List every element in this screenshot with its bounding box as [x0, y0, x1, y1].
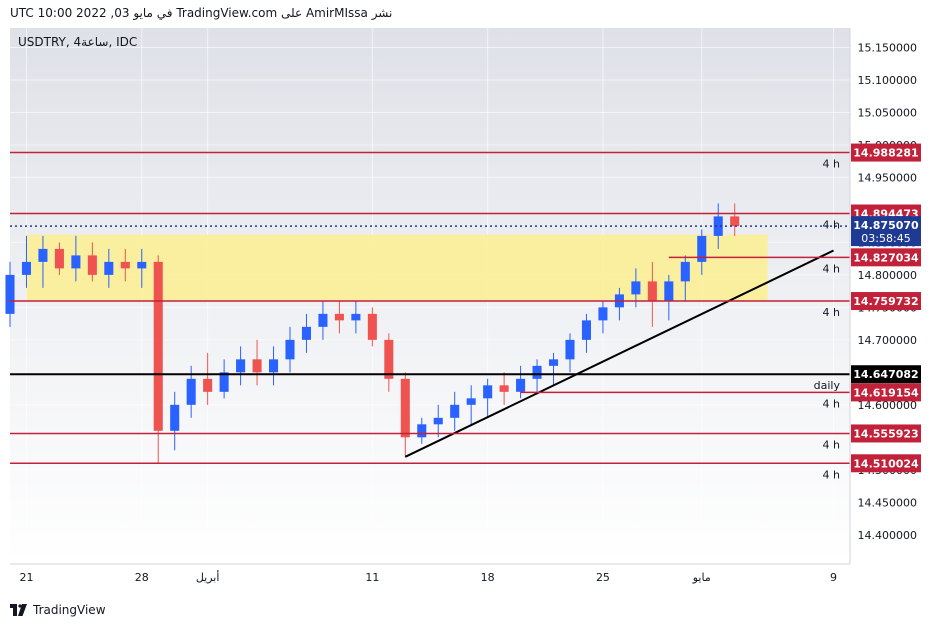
candle-body	[483, 385, 493, 399]
y-tick-label: 15.050000	[858, 106, 918, 119]
tradingview-logo-icon	[10, 604, 27, 616]
x-tick-label: 18	[481, 571, 495, 584]
symbol-label: USDTRY, 4ساعة, IDC	[18, 35, 137, 49]
price-chart[interactable]: 4 h 4 h 4 h 4 h daily 4 h 4 h 4 h 15.150000 15.10…	[0, 28, 938, 594]
level-tag: 4 h	[823, 397, 840, 410]
candle-body	[203, 378, 213, 392]
level-tag: 4 h	[823, 262, 840, 275]
candle-body	[466, 398, 476, 405]
candle-body	[730, 216, 740, 227]
candle-body	[318, 313, 328, 327]
candle-body	[417, 424, 427, 438]
y-tick-label: 14.400000	[858, 529, 918, 542]
candle-body	[285, 339, 295, 360]
x-tick-label: 25	[596, 571, 610, 584]
x-tick-label: 11	[365, 571, 379, 584]
candle-body	[269, 359, 279, 373]
candle-body	[104, 261, 114, 275]
publish-header: نشر AmirMIssa على TradingView.com في ماي…	[0, 0, 938, 30]
highlight-zone	[26, 234, 768, 302]
footer: TradingView	[10, 600, 106, 620]
candle-body	[647, 281, 657, 301]
y-tick-label: 14.800000	[858, 269, 918, 282]
candle-body	[549, 359, 559, 366]
level-price-label: 14.759732	[853, 295, 918, 308]
candle-body	[499, 385, 509, 392]
level-tag: 4 h	[823, 158, 840, 171]
candle-body	[598, 307, 608, 321]
candle-body	[236, 359, 246, 373]
x-tick-label: مايو	[692, 571, 711, 584]
trendline[interactable]	[404, 249, 834, 458]
level-price-label-bg	[851, 454, 921, 473]
current-price-box	[851, 216, 921, 247]
level-tag: daily	[814, 379, 841, 392]
level-price-label-bg	[851, 248, 921, 267]
candle-body	[252, 359, 262, 373]
candle-body	[137, 261, 147, 269]
current-price-label: 14.875070	[853, 219, 919, 232]
y-tick-label: 14.700000	[858, 334, 918, 347]
level-tag: 4 h	[823, 468, 840, 481]
candle-body	[532, 365, 542, 379]
candle-body	[334, 313, 344, 321]
candle-body	[54, 248, 64, 269]
candle-body	[516, 378, 526, 392]
level-price-label-bg	[851, 383, 921, 402]
candle-body	[38, 248, 48, 262]
candle-body	[71, 255, 81, 269]
level-price-label-bg	[851, 292, 921, 311]
chart-area[interactable]: 4 h 4 h 4 h 4 h daily 4 h 4 h 4 h 15.150000 15.10…	[0, 28, 938, 594]
candle-body	[87, 255, 97, 275]
candle-body	[170, 404, 180, 431]
candle-body	[120, 261, 130, 269]
y-tick-label: 14.450000	[858, 496, 918, 509]
level-price-label: 14.510024	[853, 457, 919, 470]
level-price-label: 14.555923	[853, 427, 918, 440]
level-price-label: 14.988281	[853, 147, 918, 160]
candle-body	[664, 281, 674, 301]
candle-body	[301, 326, 311, 340]
candle-body	[581, 320, 591, 340]
level-price-label: 14.827034	[853, 251, 919, 264]
candle-body	[21, 261, 31, 275]
level-tag: 4 h	[823, 438, 840, 451]
candle-body	[153, 261, 163, 431]
x-axis-panel	[0, 564, 938, 594]
y-tick-label: 15.150000	[858, 41, 918, 54]
candle-body	[186, 378, 196, 405]
countdown-label: 03:58:45	[861, 232, 910, 245]
level-price-label-bg	[851, 143, 921, 162]
x-tick-label: 21	[19, 571, 33, 584]
level-price-label-bg	[851, 424, 921, 443]
candle-body	[450, 404, 460, 418]
brand-name: TradingView	[33, 603, 106, 617]
level-tag: 4 h	[823, 219, 840, 232]
candle-body	[400, 378, 410, 438]
y-tick-label: 14.600000	[858, 399, 918, 412]
candle-body	[5, 274, 15, 314]
candle-body	[631, 281, 641, 295]
candle-body	[367, 313, 377, 340]
candle-body	[433, 417, 443, 425]
level-price-label: 14.647082	[853, 368, 918, 381]
publish-info: نشر AmirMIssa على TradingView.com في ماي…	[10, 6, 393, 20]
candle-body	[697, 235, 707, 262]
candle-body	[713, 216, 723, 236]
level-price-label-bg	[851, 365, 921, 384]
x-tick-label: 28	[135, 571, 149, 584]
candle-body	[565, 339, 575, 360]
candle-body	[680, 261, 690, 282]
y-tick-label: 15.100000	[858, 74, 918, 87]
x-tick-label: أبريل	[196, 570, 220, 584]
y-axis-panel	[850, 28, 938, 594]
candle-body	[384, 339, 394, 379]
y-tick-label: 14.950000	[858, 171, 918, 184]
candle-body	[219, 372, 229, 392]
level-price-label: 14.619154	[853, 386, 919, 399]
x-tick-label: 9	[830, 571, 837, 584]
candle-body	[351, 313, 361, 321]
level-tag: 4 h	[823, 306, 840, 319]
